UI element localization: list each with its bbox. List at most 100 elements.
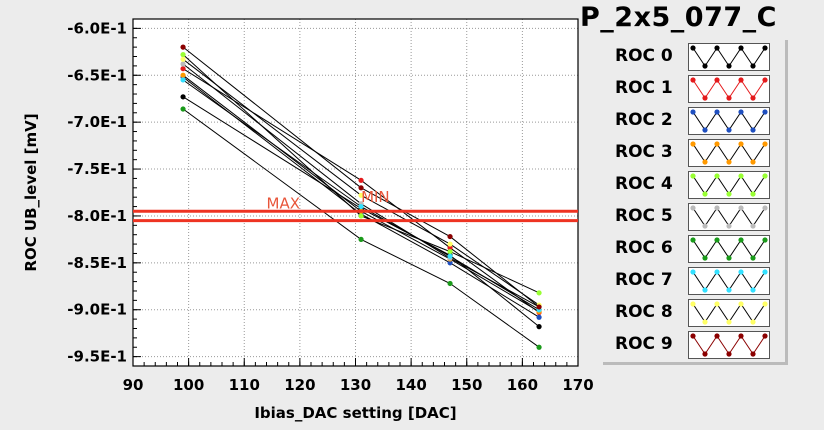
legend-marker [702, 127, 708, 133]
series-line-1 [182, 68, 540, 313]
data-point [180, 56, 186, 62]
legend-marker [702, 351, 708, 357]
legend-swatch [688, 171, 770, 199]
legend-marker [738, 173, 744, 179]
x-tick-label: 140 [395, 376, 426, 394]
y-tick-label: -7.5E-1 [67, 160, 127, 178]
legend-item: ROC 0 [603, 40, 773, 72]
legend-marker [702, 255, 708, 261]
x-tick-label: 100 [173, 376, 204, 394]
legend-item: ROC 7 [603, 264, 773, 296]
data-point [180, 72, 186, 78]
data-point [180, 66, 186, 72]
legend-marker [690, 45, 696, 51]
data-point [447, 253, 453, 259]
y-tick-label: -8.5E-1 [67, 254, 127, 272]
legend-line [692, 303, 766, 323]
legend-marker [726, 255, 732, 261]
legend-item: ROC 1 [603, 72, 773, 104]
legend-marker [738, 205, 744, 211]
data-point [447, 248, 453, 255]
legend-line [692, 175, 766, 195]
legend-zigzag [690, 301, 768, 325]
legend-marker [762, 205, 768, 211]
data-point [180, 77, 186, 83]
legend-marker [738, 333, 744, 339]
legend-marker [726, 191, 732, 197]
legend-swatch [688, 107, 770, 135]
legend-marker [750, 255, 756, 261]
legend-label: ROC 5 [615, 206, 673, 226]
legend-marker [714, 269, 720, 275]
legend-marker [750, 159, 756, 165]
legend-marker [702, 287, 708, 293]
legend-marker [726, 127, 732, 133]
legend-marker [702, 223, 708, 229]
legend-swatch [688, 331, 770, 359]
legend-label: ROC 3 [615, 142, 673, 162]
data-point [358, 203, 364, 210]
legend-marker [702, 159, 708, 165]
y-tick-label: -6.5E-1 [67, 66, 127, 84]
legend-marker [750, 287, 756, 293]
legend-label: ROC 2 [615, 110, 673, 130]
x-tick-label: 150 [451, 376, 482, 394]
legend-line [692, 239, 766, 259]
series-line-2 [182, 76, 540, 318]
data-point [358, 213, 364, 219]
legend-item: ROC 8 [603, 296, 773, 328]
legend-marker [726, 63, 732, 69]
x-tick-label: 170 [562, 376, 593, 394]
data-point [536, 304, 542, 310]
y-tick-label: -8.0E-1 [67, 207, 127, 225]
legend-marker [702, 191, 708, 197]
legend-zigzag [690, 141, 768, 165]
data-point [180, 52, 186, 58]
legend: ROC 0 ROC 1 ROC 2 ROC 3 ROC 4 ROC 5 ROC 6 ROC 7… [603, 40, 788, 365]
series-line-6 [182, 108, 540, 348]
legend-zigzag [690, 77, 768, 101]
legend-marker [762, 45, 768, 51]
data-point [358, 185, 364, 191]
legend-label: ROC 0 [615, 46, 673, 66]
legend-item: ROC 3 [603, 136, 773, 168]
legend-swatch [688, 299, 770, 327]
legend-line [692, 47, 766, 67]
data-point [536, 290, 542, 296]
legend-marker [762, 237, 768, 243]
data-point [180, 106, 186, 112]
legend-marker [702, 319, 708, 325]
legend-marker [714, 333, 720, 339]
series-line-7 [182, 79, 540, 311]
legend-item: ROC 6 [603, 232, 773, 264]
legend-swatch [688, 75, 770, 103]
legend-marker [702, 63, 708, 69]
legend-swatch [688, 43, 770, 71]
legend-marker [750, 63, 756, 69]
legend-marker [738, 269, 744, 275]
legend-swatch [688, 139, 770, 167]
legend-marker [762, 141, 768, 147]
legend-marker [690, 269, 696, 275]
x-tick-label: 160 [507, 376, 538, 394]
data-point [536, 344, 542, 350]
data-point [536, 324, 542, 330]
legend-swatch [688, 267, 770, 295]
legend-marker [690, 77, 696, 83]
legend-marker [750, 95, 756, 101]
legend-zigzag [690, 237, 768, 261]
y-tick-label: -7.0E-1 [67, 113, 127, 131]
legend-marker [738, 77, 744, 83]
legend-marker [714, 205, 720, 211]
legend-marker [690, 173, 696, 179]
legend-zigzag [690, 45, 768, 69]
x-tick-label: 110 [229, 376, 260, 394]
legend-item: ROC 5 [603, 200, 773, 232]
legend-marker [738, 45, 744, 51]
legend-marker [714, 173, 720, 179]
legend-line [692, 79, 766, 99]
legend-marker [726, 159, 732, 165]
legend-label: ROC 6 [615, 238, 673, 258]
